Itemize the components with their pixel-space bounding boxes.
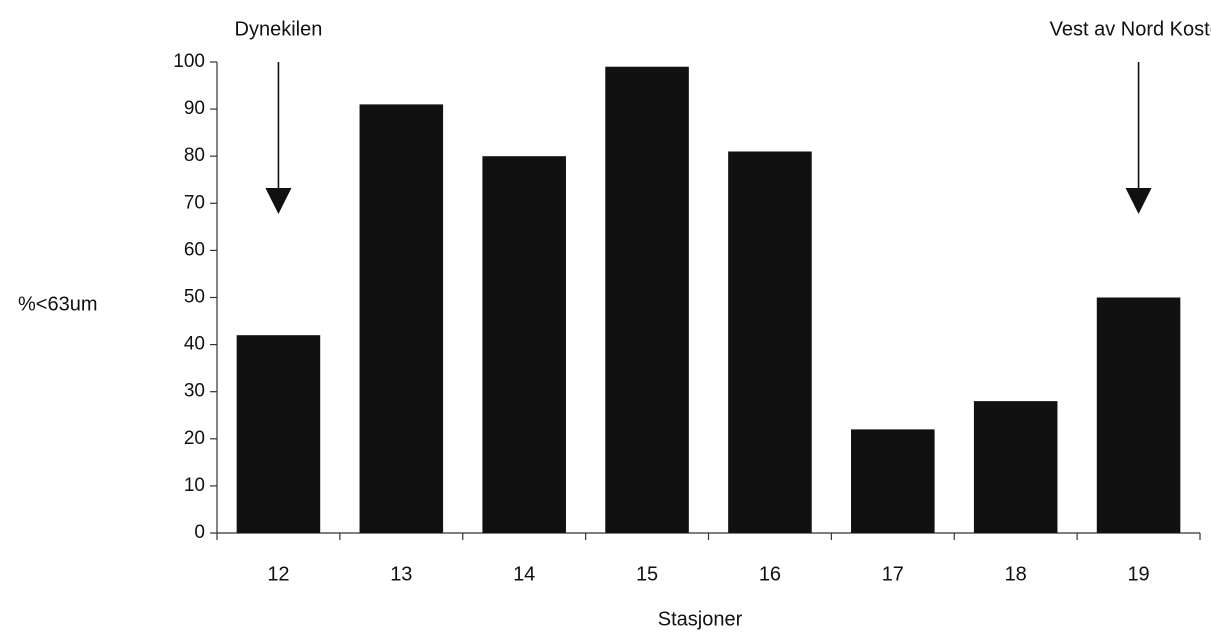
x-tick-label: 16	[759, 563, 781, 585]
annotations: Dynekilen Vest av Nord Koster	[235, 18, 1211, 214]
y-tick-label: 0	[194, 522, 205, 543]
bar-18	[973, 401, 1058, 533]
bar-13	[359, 104, 444, 533]
y-tick-label: 80	[184, 145, 205, 166]
y-tick-label: 100	[173, 51, 205, 72]
bar-12	[236, 335, 321, 533]
y-tick-label: 50	[184, 287, 205, 308]
bar-16	[728, 151, 812, 534]
x-tick-label: 17	[882, 563, 904, 585]
bar-17	[851, 429, 935, 533]
y-tick-label: 60	[184, 239, 205, 260]
x-tick-label: 18	[1005, 563, 1027, 585]
y-axis-label: %<63um	[18, 293, 98, 315]
down-arrow-icon	[265, 188, 292, 214]
annotation-label-2: Vest av Nord Koster	[1050, 18, 1211, 40]
y-tick-label: 20	[184, 428, 205, 449]
x-tick-label: 13	[390, 563, 412, 585]
x-tick-label: 19	[1127, 563, 1149, 585]
x-tick-label: 15	[636, 563, 658, 585]
y-tick-label: 70	[184, 192, 205, 213]
y-tick-label: 90	[184, 98, 205, 119]
bar-19	[1096, 297, 1181, 533]
x-tick-label: 12	[267, 563, 289, 585]
tick-labels: 0 10 20 30 40 50 60 70 80 90 100 12 13 14 15 16 17 18 19	[173, 51, 1149, 585]
down-arrow-icon	[1125, 188, 1152, 214]
annotation-label-1: Dynekilen	[235, 18, 323, 40]
x-tick-label: 14	[513, 563, 535, 585]
y-tick-label: 40	[184, 334, 205, 355]
bar-14	[482, 156, 566, 533]
bars	[236, 66, 1181, 534]
x-axis-label: Stasjoner	[658, 608, 743, 630]
y-tick-label: 10	[184, 475, 205, 496]
bar-15	[605, 66, 689, 534]
y-tick-label: 30	[184, 381, 205, 402]
